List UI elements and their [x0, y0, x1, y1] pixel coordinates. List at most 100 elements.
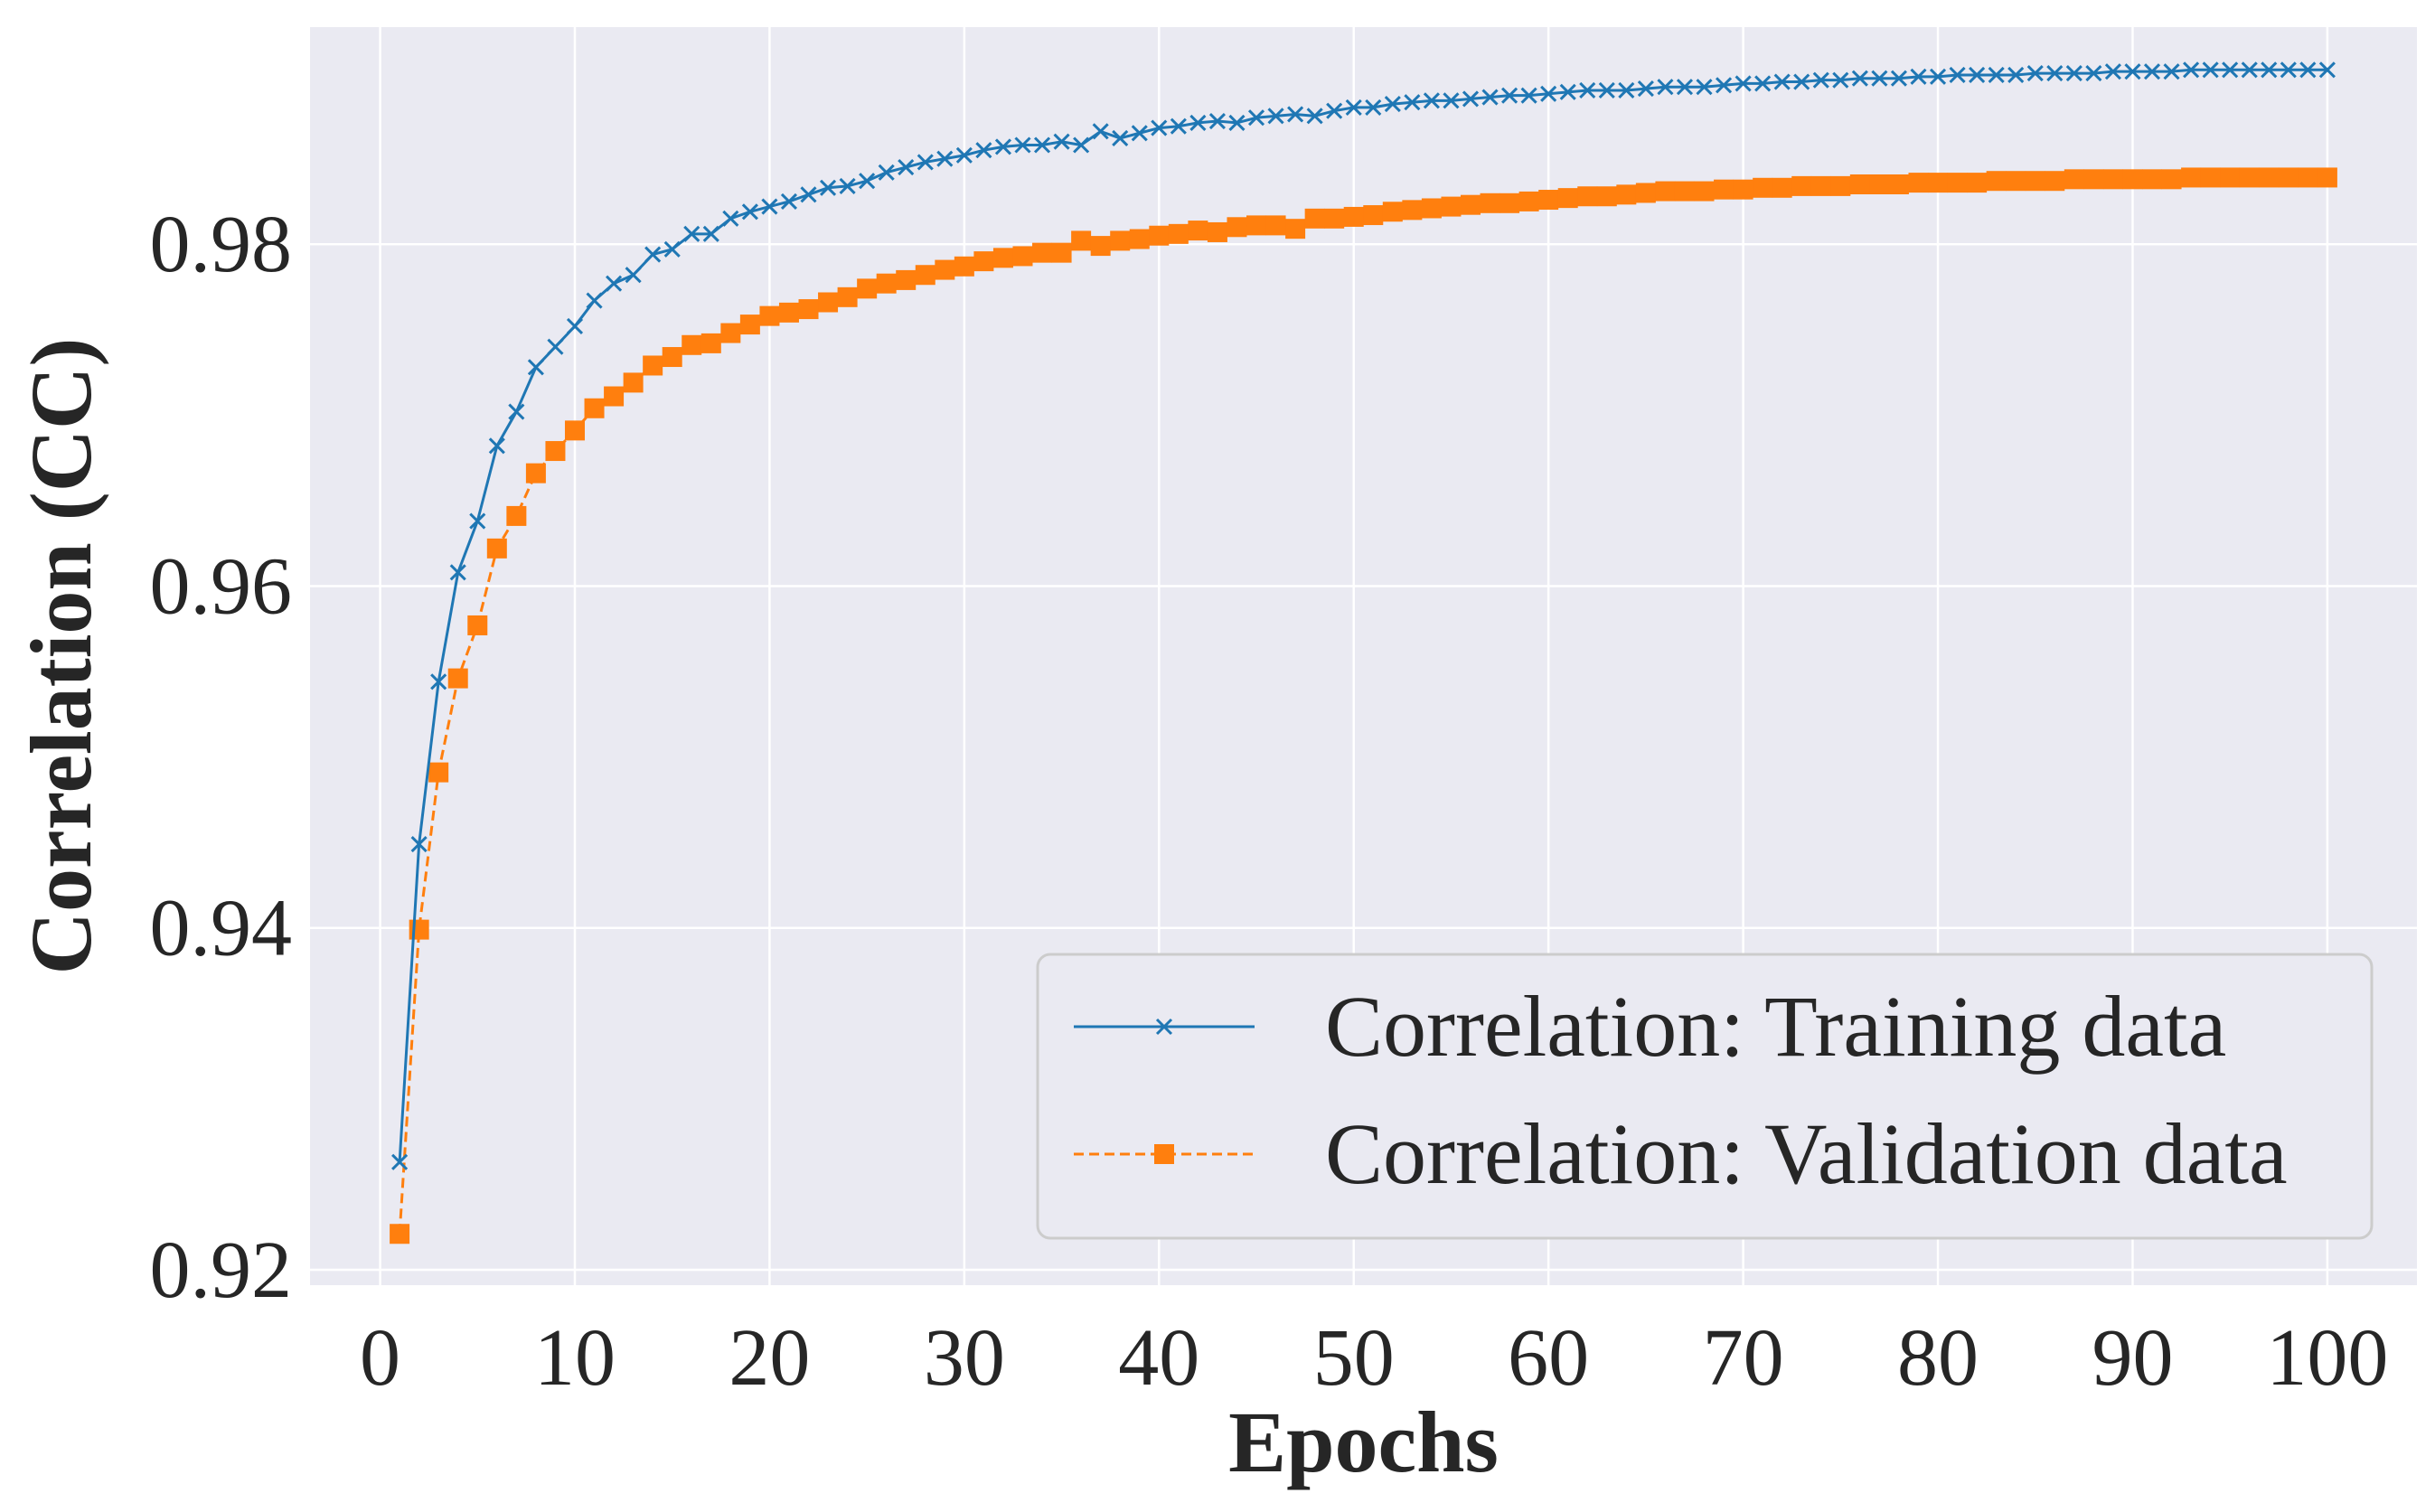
validation-point [2278, 167, 2299, 188]
validation-point [1888, 174, 1909, 194]
validation-point [915, 265, 935, 286]
validation-point [428, 762, 449, 783]
validation-point [2239, 167, 2260, 188]
training-point [1208, 112, 1226, 130]
training-point [1754, 75, 1772, 92]
x-tick-label: 10 [534, 1313, 616, 1403]
training-point [449, 564, 466, 581]
training-point [819, 179, 837, 196]
x-tick-label: 30 [924, 1313, 1005, 1403]
validation-point [1480, 193, 1500, 213]
validation-point [1986, 171, 2007, 192]
validation-point [1071, 230, 1092, 251]
y-tick-label: 0.92 [150, 1226, 293, 1315]
training-point [606, 275, 623, 292]
training-point [878, 164, 895, 181]
legend-entry: Correlation: Validation data [1074, 1105, 2288, 1202]
training-point [2183, 61, 2200, 79]
validation-point [1849, 174, 1870, 194]
validation-point [759, 305, 780, 326]
validation-point [1402, 200, 1423, 221]
validation-point [798, 299, 819, 320]
validation-point [1441, 196, 1462, 217]
validation-point [1557, 188, 1578, 209]
validation-point [1694, 181, 1715, 202]
training-point [975, 142, 992, 159]
training-point [1851, 70, 1868, 87]
training-point [2202, 61, 2219, 79]
training-point [547, 338, 564, 355]
validation-point [1655, 181, 1676, 202]
training-point [936, 150, 954, 167]
x-tick-label: 50 [1313, 1313, 1395, 1403]
legend-marker [1154, 1144, 1174, 1164]
training-point [1287, 106, 1304, 123]
training-point [2261, 61, 2278, 79]
validation-point [564, 420, 585, 441]
validation-point [486, 538, 507, 559]
validation-point [1149, 225, 1170, 246]
training-point [2222, 61, 2239, 79]
validation-point [1207, 221, 1227, 242]
training-point [2241, 61, 2258, 79]
training-point [1793, 73, 1810, 90]
y-tick-label: 0.98 [150, 200, 293, 289]
validation-point [973, 251, 994, 272]
validation-point [1967, 173, 1988, 193]
training-point [1832, 71, 1849, 89]
validation-point [1635, 183, 1656, 203]
validation-series [390, 167, 2337, 1244]
training-point [1910, 68, 1927, 85]
validation-point [720, 323, 741, 343]
training-point [1443, 92, 1460, 109]
legend-box [1036, 953, 2374, 1240]
training-point [1112, 129, 1129, 146]
validation-point [1343, 206, 1364, 227]
validation-point [525, 463, 546, 484]
validation-point [545, 441, 566, 462]
training-point [1092, 123, 1109, 140]
training-point [1871, 70, 1888, 87]
training-point [644, 246, 662, 263]
validation-point [2045, 171, 2065, 192]
training-point [1637, 80, 1654, 98]
training-point [1501, 87, 1518, 104]
validation-point [2317, 167, 2337, 188]
training-point [800, 186, 817, 203]
training-point [1228, 114, 1246, 131]
validation-point [1772, 177, 1792, 198]
training-point [839, 177, 856, 194]
validation-point [1869, 174, 1890, 194]
training-point [2163, 63, 2180, 80]
training-point [1890, 70, 1908, 87]
training-point [1559, 83, 1576, 100]
validation-point [447, 668, 468, 689]
training-point [1404, 94, 1421, 111]
y-axis-title: Correlation (CC) [13, 338, 109, 975]
legend-label: Correlation: Validation data [1325, 1105, 2288, 1202]
training-point [1579, 81, 1596, 99]
validation-point [1421, 198, 1442, 219]
validation-point [700, 333, 721, 353]
training-point [761, 198, 778, 215]
validation-point [2161, 169, 2182, 190]
validation-point [1810, 175, 1831, 196]
x-tick-label: 100 [2266, 1313, 2388, 1403]
training-point [2143, 63, 2161, 80]
training-point [683, 225, 700, 242]
training-point [625, 267, 642, 284]
training-point [2104, 63, 2121, 80]
validation-point [1032, 242, 1053, 263]
training-point [917, 154, 934, 171]
training-point [410, 835, 428, 853]
validation-point [1616, 184, 1637, 205]
training-point [955, 146, 973, 164]
validation-point [1363, 205, 1384, 226]
validation-point [1753, 177, 1773, 198]
validation-point [1674, 181, 1695, 202]
validation-point [2006, 171, 2026, 192]
validation-point [390, 1224, 410, 1244]
training-point [1598, 81, 1615, 99]
training-point [2007, 66, 2025, 84]
series-layer [390, 61, 2337, 1244]
